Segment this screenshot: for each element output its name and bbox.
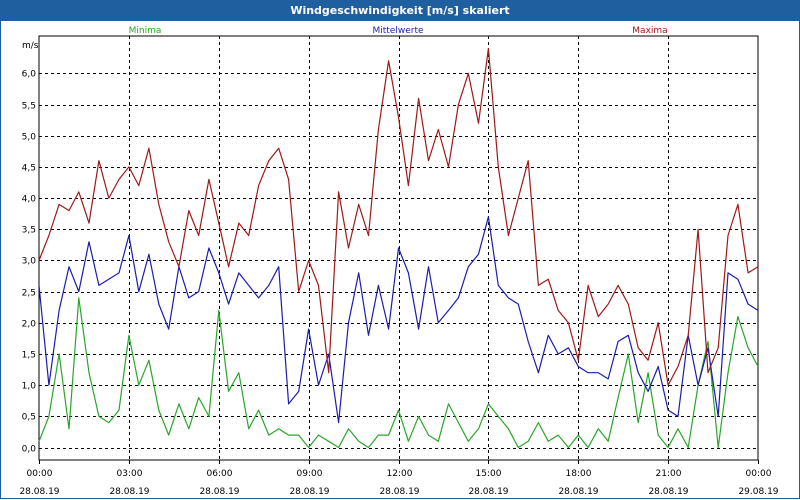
series-line-minima — [38, 297, 759, 449]
y-tick-label: 4,0 — [22, 195, 37, 205]
x-tick-date: 28.08.19 — [289, 487, 329, 497]
legend-maxima: Maxima — [632, 26, 667, 36]
series-line-mittelwerte — [38, 216, 759, 424]
y-tick-label: 0,5 — [22, 413, 36, 423]
x-tick-date: 28.08.19 — [468, 487, 508, 497]
y-tick-label: 2,0 — [22, 320, 37, 330]
x-tick-time: 21:00 — [656, 469, 682, 479]
x-tick-time: 18:00 — [566, 469, 592, 479]
x-tick-time: 03:00 — [117, 469, 143, 479]
legend-minima: Minima — [129, 26, 162, 36]
x-tick-date: 28.08.19 — [19, 487, 59, 497]
x-tick-date: 28.08.19 — [379, 487, 419, 497]
tick-labels: 0,0 0,5 1,0 1,5 2,0 2,5 3,0 3,5 4,0 4,5 5,0 5,5 6,0 0… — [19, 41, 778, 497]
legend-mittelwerte: Mittelwerte — [372, 26, 423, 36]
y-tick-label: 5,0 — [22, 133, 37, 143]
y-tick-label: 3,0 — [22, 257, 37, 267]
y-tick-label: 1,5 — [22, 351, 36, 361]
x-tick-time: 15:00 — [476, 469, 502, 479]
x-tick-date: 28.08.19 — [109, 487, 149, 497]
legend: Minima Mittelwerte Maxima — [129, 26, 668, 36]
y-tick-label: 2,5 — [22, 289, 36, 299]
axes — [38, 35, 759, 464]
x-tick-date: 29.08.19 — [738, 487, 778, 497]
y-tick-label: 4,5 — [22, 164, 36, 174]
y-tick-label: 5,5 — [22, 102, 36, 112]
x-tick-time: 00:00 — [27, 469, 53, 479]
window-title: Windgeschwindigkeit [m/s] skaliert — [0, 0, 800, 21]
grid — [39, 36, 758, 460]
x-tick-time: 12:00 — [387, 469, 413, 479]
y-tick-label: 6,0 — [22, 70, 37, 80]
x-tick-time: 00:00 — [746, 469, 772, 479]
series-lines — [38, 47, 759, 449]
x-tick-time: 09:00 — [297, 469, 323, 479]
y-tick-label: 0,0 — [22, 445, 37, 455]
x-tick-time: 06:00 — [207, 469, 233, 479]
x-tick-date: 28.08.19 — [648, 487, 688, 497]
y-tick-label: 3,5 — [22, 226, 36, 236]
y-tick-label: 1,0 — [22, 382, 37, 392]
plot-border — [38, 35, 759, 461]
x-tick-date: 28.08.19 — [199, 487, 239, 497]
x-tick-date: 28.08.19 — [558, 487, 598, 497]
y-axis-label: m/s — [22, 41, 39, 51]
series-line-maxima — [38, 47, 759, 386]
